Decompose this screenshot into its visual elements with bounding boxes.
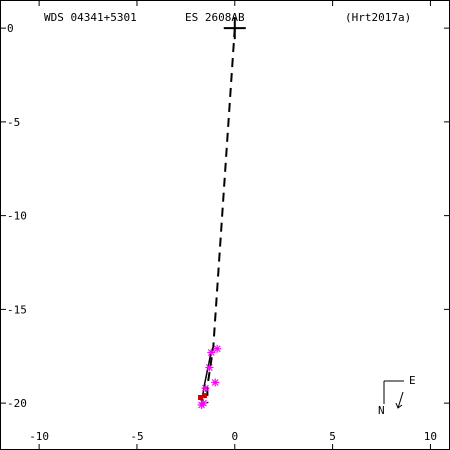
y-tick-label: -15 — [7, 303, 27, 316]
y-tick-label: -5 — [7, 116, 20, 129]
measure-point — [197, 401, 206, 409]
measure-stroke — [205, 364, 213, 371]
compass-north-label: N — [378, 404, 385, 417]
measure-point — [201, 384, 210, 393]
measure-stroke — [213, 345, 221, 353]
y-tick-label: 0 — [7, 22, 14, 35]
measure-stroke — [202, 384, 209, 392]
compass-rose: E N — [378, 374, 416, 417]
square-marker — [201, 393, 207, 399]
measure-stroke — [211, 379, 219, 386]
primary-star-cross — [223, 17, 246, 40]
x-tick-label: -5 — [130, 430, 143, 443]
dashed-separation-line — [206, 28, 236, 404]
x-tick-label: -10 — [29, 430, 49, 443]
measure-point — [205, 363, 214, 372]
x-tick-label: 0 — [231, 430, 238, 443]
x-tick-labels: -10 -5 0 5 10 — [29, 430, 437, 443]
measure-point — [207, 348, 216, 357]
discoverer-designation: ES 2608AB — [185, 11, 245, 24]
wds-identifier: WDS 04341+5301 — [44, 11, 137, 24]
square-markers — [198, 393, 207, 400]
motion-arrow-head — [395, 402, 403, 409]
measure-point — [213, 344, 222, 353]
x-tick-label: 5 — [329, 430, 336, 443]
y-tick-labels: 0 -5 -10 -15 -20 — [7, 22, 27, 410]
motion-arrow-shaft — [397, 391, 404, 409]
orbit-reference: (Hrt2017a) — [345, 11, 411, 24]
measure-points — [197, 344, 222, 409]
x-tick-label: 10 — [424, 430, 437, 443]
compass-east-label: E — [409, 374, 416, 387]
y-tick-label: -20 — [7, 397, 27, 410]
y-tick-label: -10 — [7, 210, 27, 223]
measure-stroke — [207, 349, 215, 356]
square-marker — [198, 395, 204, 400]
measure-stroke — [198, 401, 205, 409]
measure-point — [211, 378, 220, 387]
